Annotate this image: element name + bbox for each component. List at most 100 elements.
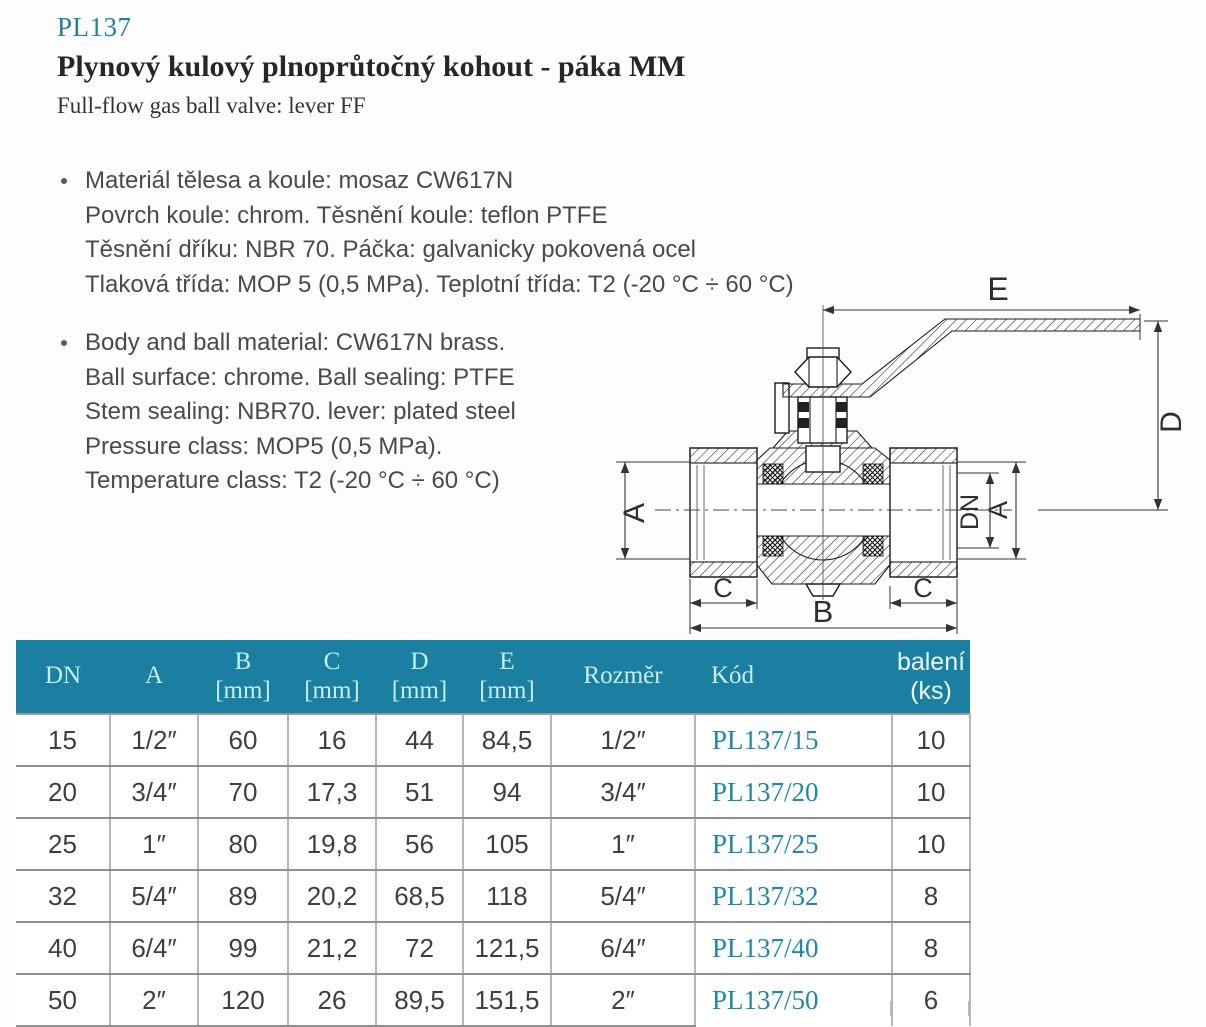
- spec-list-english: Body and ball material: CW617N brass. Ba…: [57, 326, 937, 499]
- dimension-dn: DN: [956, 472, 999, 549]
- table-cell: 8: [891, 922, 971, 975]
- table-cell: 84,5: [462, 713, 551, 767]
- table-cell: 2″: [550, 974, 695, 1027]
- table-cell: 1/2″: [550, 713, 695, 767]
- table-cell: 3/4″: [109, 766, 198, 819]
- table-cell: 20,2: [287, 870, 376, 923]
- table-cell: 1″: [550, 818, 695, 871]
- spec-line: Temperature class: T2 (-20 °C ÷ 60 °C): [85, 467, 500, 494]
- dimension-d: D: [1038, 320, 1188, 511]
- dimension-label-a-right: A: [983, 501, 1013, 519]
- table-row: 32 5/4″ 89 20,2 68,5 118 5/4″ PL137/32 8: [16, 870, 971, 923]
- table-cell: 70: [197, 766, 288, 819]
- table-cell: 17,3: [287, 766, 376, 819]
- table-cell: 94: [462, 766, 551, 819]
- table-row: 50 2″ 120 26 89,5 151,5 2″ PL137/50 6: [16, 974, 971, 1027]
- spec-line: Body and ball material: CW617N brass.: [85, 329, 506, 356]
- spec-line: Ball surface: chrome. Ball sealing: PTFE: [85, 363, 515, 391]
- valve-end-left: [689, 447, 758, 578]
- table-cell: 26: [287, 974, 376, 1027]
- spec-list-czech: Materiál tělesa a koule: mosaz CW617N Po…: [57, 164, 937, 302]
- ball-seat: [762, 535, 784, 557]
- valve-end-right: [889, 447, 958, 578]
- table-row: 40 6/4″ 99 21,2 72 121,5 6/4″ PL137/40 8: [16, 922, 971, 975]
- spec-line: Pressure class: MOP5 (0,5 MPa).: [85, 432, 443, 460]
- table-cell: 72: [375, 922, 463, 975]
- table-cell: 118: [462, 870, 551, 923]
- col-header-d: D [mm]: [376, 640, 463, 714]
- col-header-c: C [mm]: [288, 640, 376, 714]
- table-cell: 6/4″: [109, 922, 198, 975]
- ball-seat: [862, 463, 884, 485]
- page-title-czech: Plynový kulový plnoprůtočný kohout - pák…: [57, 50, 686, 83]
- spec-line: Povrch koule: chrom. Těsnění koule: tefl…: [85, 201, 608, 229]
- table-cell: 3/4″: [550, 766, 695, 819]
- table-cell: 56: [375, 818, 463, 871]
- table-cell: 10: [891, 818, 971, 871]
- col-header-b: B [mm]: [198, 640, 288, 714]
- col-header-kod: Kód: [695, 640, 892, 714]
- dimension-label-dn: DN: [956, 494, 984, 530]
- page-title-english: Full-flow gas ball valve: lever FF: [57, 93, 366, 118]
- table-cell: 99: [197, 922, 288, 975]
- table-cell: 2″: [109, 974, 198, 1027]
- table-cell: 5/4″: [550, 870, 695, 923]
- table-cell: 121,5: [462, 922, 551, 975]
- o-ring: [798, 418, 809, 428]
- table-border-remnant: [968, 1001, 970, 1016]
- table-cell: 50: [16, 974, 110, 1027]
- table-cell: 8: [891, 870, 971, 923]
- table-cell: 10: [891, 713, 971, 767]
- table-row: 20 3/4″ 70 17,3 51 94 3/4″ PL137/20 10: [16, 766, 971, 819]
- spec-line: Materiál tělesa a koule: mosaz CW617N: [85, 167, 514, 194]
- table-cell: 6/4″: [550, 922, 695, 975]
- table-cell: 51: [375, 766, 463, 819]
- table-row: 25 1″ 80 19,8 56 105 1″ PL137/25 10: [16, 818, 971, 871]
- product-code-cell: PL137/32: [694, 870, 892, 923]
- spec-line: Tlaková třída: MOP 5 (0,5 MPa). Teplotní…: [85, 270, 794, 298]
- table-cell: 44: [375, 713, 463, 767]
- table-header-row: DN A B [mm] C [mm] D [mm] E [mm] Rozměr Kód …: [16, 640, 970, 714]
- o-ring: [836, 418, 847, 428]
- dimension-label-e: E: [987, 271, 1008, 307]
- table-cell: 20: [16, 766, 110, 819]
- table-cell: 10: [891, 766, 971, 819]
- table-cell: 120: [197, 974, 288, 1027]
- ball-seat: [862, 535, 884, 557]
- table-cell: 19,8: [287, 818, 376, 871]
- ball-seat: [762, 463, 784, 485]
- table-cell: 1″: [109, 818, 198, 871]
- bullet-icon: [61, 178, 67, 184]
- bullet-icon: [61, 340, 67, 346]
- product-code-cell: PL137/20: [694, 766, 892, 819]
- table-row: 15 1/2″ 60 16 44 84,5 1/2″ PL137/15 10: [16, 713, 971, 767]
- dimension-label-c-right: C: [913, 573, 933, 603]
- dimension-a-right: A: [957, 461, 1026, 560]
- table-cell: 60: [197, 713, 288, 767]
- table-cell: 68,5: [375, 870, 463, 923]
- table-cell: 25: [16, 818, 110, 871]
- dimension-e: E: [823, 271, 1141, 340]
- table-cell: 21,2: [287, 922, 376, 975]
- table-cell: 32: [16, 870, 110, 923]
- col-header-dn: DN: [16, 640, 110, 714]
- dimension-label-a-left: A: [618, 503, 651, 523]
- dimension-label-b: B: [813, 594, 834, 629]
- dimension-label-d: D: [1155, 411, 1188, 433]
- col-header-rozmer: Rozměr: [551, 640, 695, 714]
- table-cell: 151,5: [462, 974, 551, 1027]
- valve-stem: [771, 382, 874, 473]
- dimension-label-c-left: C: [713, 573, 733, 603]
- table-cell: 80: [197, 818, 288, 871]
- table-cell: 6: [891, 974, 971, 1026]
- table-border-remnant: [890, 1001, 892, 1016]
- table-cell: 89: [197, 870, 288, 923]
- dimension-c-b: C C B: [689, 573, 958, 634]
- table-cell: 5/4″: [109, 870, 198, 923]
- product-code: PL137: [57, 12, 132, 42]
- product-code-cell: PL137/25: [694, 818, 892, 871]
- table-cell: 40: [16, 922, 110, 975]
- spec-line: Těsnění dříku: NBR 70. Páčka: galvanicky…: [85, 236, 696, 263]
- product-code-cell: PL137/15: [694, 713, 892, 767]
